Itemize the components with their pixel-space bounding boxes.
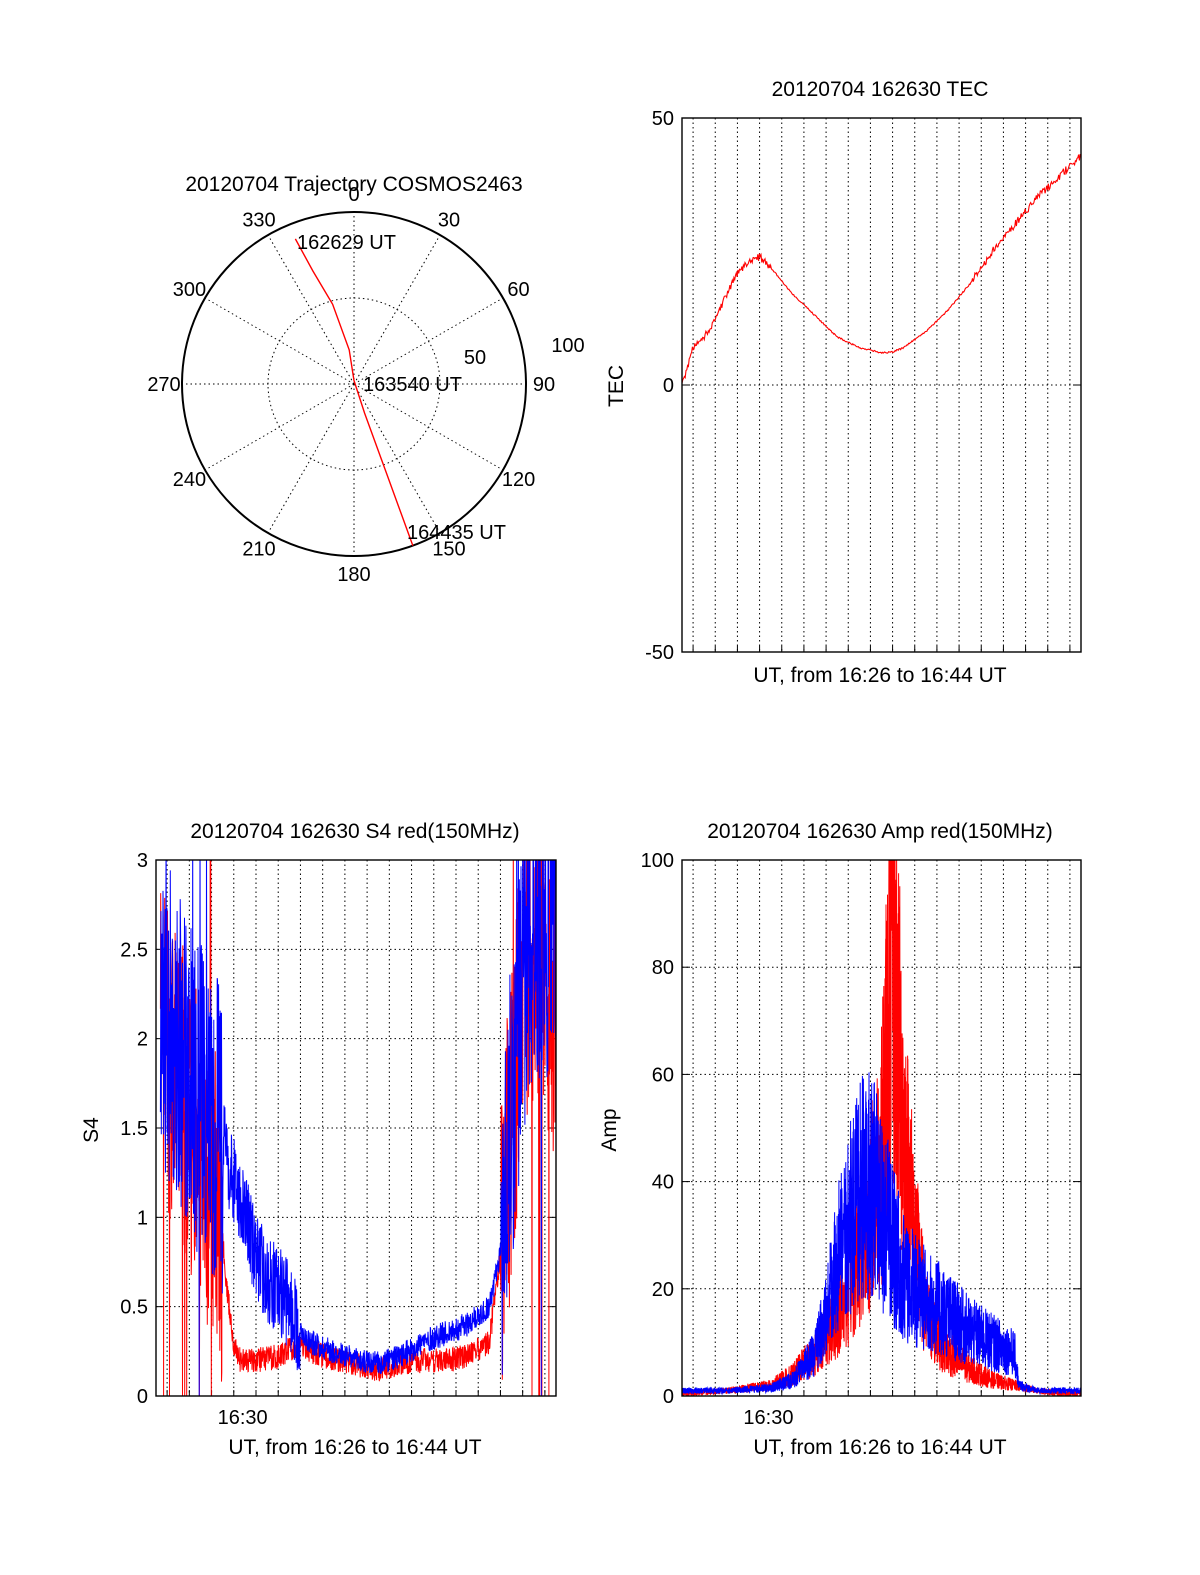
trajectory-start-label: 162629 UT xyxy=(297,232,396,254)
s4-title: 20120704 162630 S4 red(150MHz) xyxy=(190,820,519,843)
tec-chart: 20120704 162630 TEC UT, from 16:26 to 16… xyxy=(605,78,1082,687)
polar-spoke xyxy=(267,234,355,385)
plot-frame xyxy=(681,859,1082,1397)
tec-ylabel: TEC xyxy=(605,365,628,407)
polar-radial-label: 100 xyxy=(551,335,584,357)
y-tick-label: 1.5 xyxy=(120,1118,148,1140)
polar-angle-label: 180 xyxy=(337,564,370,586)
polar-spoke xyxy=(204,383,355,471)
y-tick-label: 0 xyxy=(137,1386,148,1408)
y-tick-label: 50 xyxy=(652,108,674,130)
polar-radial-label: 50 xyxy=(464,347,486,369)
polar-spoke xyxy=(204,297,355,385)
amp-ylabel: Amp xyxy=(598,1108,621,1151)
x-tick-label: 16:30 xyxy=(218,1407,268,1429)
s4-xlabel: UT, from 16:26 to 16:44 UT xyxy=(228,1436,481,1459)
polar-angle-label: 30 xyxy=(438,209,460,231)
y-tick-label: 80 xyxy=(652,957,674,979)
tec-xlabel: UT, from 16:26 to 16:44 UT xyxy=(753,664,1006,687)
trajectory-end-label: 164435 UT xyxy=(407,522,506,544)
polar-spoke xyxy=(353,383,441,534)
polar-angle-label: 270 xyxy=(147,374,180,396)
amp-title: 20120704 162630 Amp red(150MHz) xyxy=(707,820,1053,843)
polar-angle-label: 330 xyxy=(242,209,275,231)
amp-chart: 20120704 162630 Amp red(150MHz) UT, from… xyxy=(598,820,1082,1459)
polar-spoke xyxy=(353,234,441,385)
polar-angle-label: 150 xyxy=(432,539,465,561)
y-tick-label: 3 xyxy=(137,850,148,872)
y-tick-label: -50 xyxy=(645,642,674,664)
y-tick-label: 2 xyxy=(137,1029,148,1051)
polar-angle-label: 300 xyxy=(173,279,206,301)
series-line xyxy=(682,860,1081,1396)
tec-title: 20120704 162630 TEC xyxy=(772,78,989,101)
s4-ylabel: S4 xyxy=(80,1117,103,1143)
y-tick-label: 40 xyxy=(652,1172,674,1194)
series-line xyxy=(682,1072,1081,1396)
x-tick-label: 16:30 xyxy=(743,1407,793,1429)
y-tick-label: 0 xyxy=(663,375,674,397)
polar-spoke xyxy=(353,297,504,385)
polar-spoke xyxy=(267,383,355,534)
polar-angle-label: 90 xyxy=(533,374,555,396)
series-line xyxy=(682,153,1081,384)
amp-xlabel: UT, from 16:26 to 16:44 UT xyxy=(753,1436,1006,1459)
polar-angle-label: 0 xyxy=(348,184,359,206)
y-tick-label: 20 xyxy=(652,1279,674,1301)
polar-angle-label: 120 xyxy=(502,469,535,491)
y-tick-label: 100 xyxy=(641,850,674,872)
y-tick-label: 1 xyxy=(137,1207,148,1229)
y-tick-label: 60 xyxy=(652,1064,674,1086)
polar-angle-label: 210 xyxy=(242,539,275,561)
series-line xyxy=(159,860,556,1396)
plot-frame xyxy=(681,117,1082,653)
trajectory-line xyxy=(294,238,414,546)
trajectory-polar-chart: 20120704 Trajectory COSMOS2463 0 30 60 90 12… xyxy=(147,173,584,586)
polar-angle-label: 240 xyxy=(173,469,206,491)
y-tick-label: 0.5 xyxy=(120,1297,148,1319)
polar-title: 20120704 Trajectory COSMOS2463 xyxy=(185,173,522,196)
polar-angle-label: 60 xyxy=(507,279,529,301)
polar-spoke xyxy=(353,383,504,471)
plot-frame xyxy=(155,859,557,1397)
s4-chart: 20120704 162630 S4 red(150MHz) UT, from … xyxy=(80,820,557,1459)
trajectory-mid-label: 163540 UT xyxy=(363,374,462,396)
y-tick-label: 2.5 xyxy=(120,939,148,961)
y-tick-label: 0 xyxy=(663,1386,674,1408)
